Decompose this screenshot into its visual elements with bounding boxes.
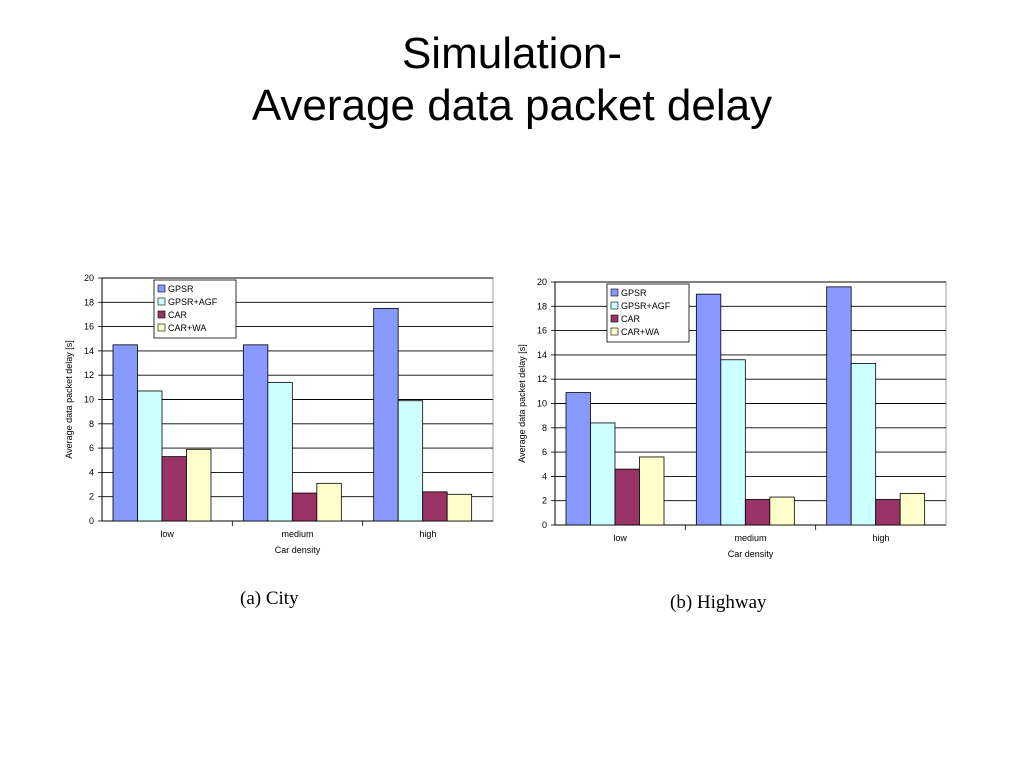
bar-car — [615, 469, 640, 525]
bar-gpsr-agf — [268, 382, 293, 521]
bar-car-wa — [900, 493, 925, 525]
y-tick-label: 8 — [89, 419, 94, 429]
bar-gpsr-agf — [138, 391, 163, 521]
legend-label: CAR+WA — [621, 327, 659, 337]
legend-swatch — [611, 302, 618, 309]
x-tick-label: low — [613, 533, 627, 543]
y-tick-label: 14 — [84, 346, 94, 356]
y-tick-label: 6 — [89, 443, 94, 453]
bar-gpsr-agf — [721, 360, 746, 525]
bar-car — [292, 493, 317, 521]
bar-car-wa — [770, 497, 795, 525]
slide-title-line1: Simulation- — [0, 28, 1024, 80]
y-tick-label: 10 — [537, 399, 547, 409]
bar-car — [162, 457, 187, 521]
y-tick-label: 16 — [537, 326, 547, 336]
bar-car-wa — [187, 449, 212, 521]
x-axis-title: Car density — [728, 549, 774, 559]
bar-gpsr — [374, 308, 399, 521]
legend-swatch — [158, 311, 165, 318]
legend-swatch — [158, 285, 165, 292]
y-tick-label: 6 — [542, 447, 547, 457]
legend-swatch — [611, 289, 618, 296]
bar-car — [745, 499, 770, 525]
y-tick-label: 10 — [84, 395, 94, 405]
bar-gpsr — [696, 294, 721, 525]
legend-swatch — [158, 324, 165, 331]
bar-car — [423, 492, 448, 521]
bar-car-wa — [640, 457, 665, 525]
y-tick-label: 4 — [542, 471, 547, 481]
y-tick-label: 20 — [84, 273, 94, 283]
y-tick-label: 12 — [84, 370, 94, 380]
legend-swatch — [611, 315, 618, 322]
y-tick-label: 14 — [537, 350, 547, 360]
legend-label: GPSR+AGF — [168, 297, 218, 307]
y-tick-label: 20 — [537, 277, 547, 287]
legend-label: GPSR — [621, 288, 647, 298]
legend-label: GPSR+AGF — [621, 301, 671, 311]
y-tick-label: 18 — [537, 301, 547, 311]
bar-gpsr — [827, 287, 852, 525]
bar-gpsr-agf — [398, 401, 423, 521]
x-tick-label: high — [872, 533, 889, 543]
bar-gpsr — [243, 345, 267, 521]
bar-gpsr-agf — [591, 423, 616, 525]
y-tick-label: 16 — [84, 322, 94, 332]
bar-car-wa — [447, 494, 472, 521]
legend-swatch — [158, 298, 165, 305]
y-tick-label: 4 — [89, 467, 94, 477]
x-tick-label: low — [160, 529, 174, 539]
city-caption: (a) City — [240, 588, 299, 610]
legend-swatch — [611, 328, 618, 335]
y-tick-label: 8 — [542, 423, 547, 433]
y-tick-label: 0 — [89, 516, 94, 526]
x-tick-label: medium — [281, 529, 313, 539]
y-tick-label: 18 — [84, 297, 94, 307]
y-axis-title: Average data packet delay [s] — [517, 344, 527, 462]
bar-gpsr — [566, 393, 591, 525]
bar-gpsr-agf — [851, 363, 876, 525]
y-tick-label: 0 — [542, 520, 547, 530]
slide-title: Simulation- Average data packet delay — [0, 28, 1024, 132]
city-chart: 0 2 4 6 8 10 12 14 16 18 20 low medium high Car densit… — [60, 270, 500, 565]
x-axis-title: Car density — [275, 545, 321, 555]
bar-car — [876, 499, 901, 525]
x-tick-label: medium — [734, 533, 766, 543]
slide-title-line2: Average data packet delay — [0, 80, 1024, 132]
highway-chart: 0 2 4 6 8 10 12 14 16 18 20 low medium high Car densit… — [513, 274, 953, 569]
y-axis-title: Average data packet delay [s] — [64, 340, 74, 458]
highway-caption: (b) Highway — [670, 592, 767, 614]
legend-label: CAR — [168, 310, 188, 320]
legend-label: CAR+WA — [168, 323, 206, 333]
y-tick-label: 2 — [89, 492, 94, 502]
legend-label: CAR — [621, 314, 641, 324]
bar-car-wa — [317, 483, 342, 521]
y-tick-label: 12 — [537, 374, 547, 384]
y-tick-label: 2 — [542, 496, 547, 506]
x-tick-label: high — [419, 529, 436, 539]
legend-label: GPSR — [168, 284, 194, 294]
bar-gpsr — [113, 345, 138, 521]
